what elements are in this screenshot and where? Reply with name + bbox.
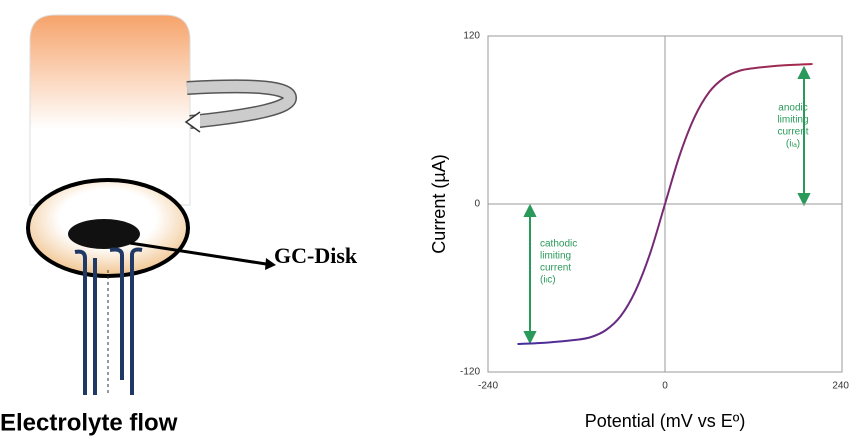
annotation: limiting — [540, 251, 571, 262]
annotation: (iₗc) — [540, 275, 556, 286]
y-tick-label: 120 — [463, 31, 480, 42]
y-tick-label: -120 — [460, 367, 480, 378]
annotation: anodic — [778, 103, 807, 114]
annotation: current — [777, 127, 808, 138]
limit-arrows — [525, 68, 809, 342]
annotation: cathodic — [540, 239, 577, 250]
electrode — [28, 15, 290, 395]
figure: GC-Disk Electrolyte flow Potential (mV v… — [0, 0, 849, 441]
y-axis-label: Current (µA) — [429, 154, 449, 253]
annotation: limiting — [777, 115, 808, 126]
flow-label: Electrolyte flow — [0, 409, 178, 436]
annotation: current — [540, 263, 571, 274]
x-tick-label: 240 — [832, 381, 849, 392]
y-tick-label: 0 — [474, 199, 480, 210]
annotation: (iₗₐ) — [786, 139, 800, 150]
x-tick-label: -240 — [478, 381, 498, 392]
disk-label: GC-Disk — [274, 243, 358, 268]
x-tick-label: 0 — [662, 381, 668, 392]
x-axis-label: Potential (mV vs Eº) — [585, 411, 746, 431]
